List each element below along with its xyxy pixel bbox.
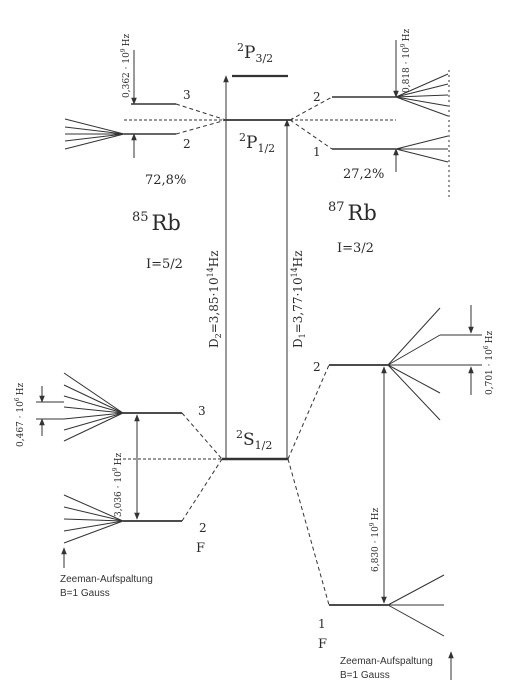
rb85-p-upper-f: 3 <box>183 88 191 102</box>
rb85-p-lower-f: 2 <box>183 137 191 151</box>
rb87-isotope: 87 Rb <box>328 200 377 225</box>
rb87-p-split-label: 0,818 · 109Hz <box>400 29 412 93</box>
p12-label: 2P1/2 <box>239 131 275 155</box>
rb85-s-lower-zeeman-fan <box>63 494 124 544</box>
rb87-f-label: F <box>318 637 327 652</box>
rb87-zeeman-title: Zeeman-Aufspaltung <box>340 656 433 667</box>
rb87-p-lower-dash <box>289 119 333 150</box>
rb87-p-upper-f: 2 <box>313 90 321 104</box>
rb85-zeeman-split-label: 0,467 · 106Hz <box>14 383 26 447</box>
rb87-zeeman-field: B=1 Gauss <box>340 670 390 681</box>
rb87-abundance: 27,2% <box>343 167 384 182</box>
rb87-s-lower-f: 1 <box>318 617 326 631</box>
rb85-s-split-label: 3,036 · 109Hz <box>112 453 124 517</box>
rb87-p-lower-f: 1 <box>313 145 321 159</box>
rb85-isotope: 85 Rb <box>132 210 181 235</box>
rb87-s-lower-zeeman-fan <box>387 574 445 637</box>
s12-label: 2S1/2 <box>236 428 272 452</box>
rb85-p-zeeman-fan <box>64 118 125 150</box>
d2-label: D2=3,85·1014Hz <box>206 250 223 348</box>
rb85-f-label: F <box>196 541 205 556</box>
rb85-s-upper-zeeman-fan <box>63 372 124 442</box>
rb85-zeeman-title: Zeeman-Aufspaltung <box>60 574 153 585</box>
rb87-p-upper-zeeman-fan <box>395 73 449 117</box>
rb85-abundance: 72,8% <box>145 173 186 188</box>
p32-label: 2P3/2 <box>237 41 273 65</box>
rb87-s-upper-f: 2 <box>313 360 321 374</box>
rb85-s-upper-f: 3 <box>198 404 206 418</box>
rb85-p-upper-dash <box>175 103 227 121</box>
rb87-spin: I=3/2 <box>337 241 374 256</box>
rb85-s-upper-dash <box>181 412 223 460</box>
rb85-zeeman-field: B=1 Gauss <box>60 588 110 599</box>
rb87-p-upper-dash <box>289 96 333 121</box>
rb87-s-upper-zeeman-fan <box>387 307 441 421</box>
rb87-p-lower-zeeman-fan <box>395 135 449 163</box>
rb87-zeeman-split-label: 0,701 · 106Hz <box>483 331 495 395</box>
rb85-s-lower-dash <box>181 458 223 522</box>
rb87-s-upper-dash <box>287 364 330 460</box>
rb85-spin: I=5/2 <box>146 257 183 272</box>
d1-label: D1=3,77·1014Hz <box>290 250 307 348</box>
rb85-s-lower-f: 2 <box>199 521 207 535</box>
rb85-p-lower-dash <box>175 119 227 135</box>
rb87-s-lower-dash <box>287 458 330 606</box>
rb87-s-split-label: 6,830 · 109Hz <box>369 508 381 572</box>
rb85-p-split-label: 0,362 · 109Hz <box>120 34 132 98</box>
